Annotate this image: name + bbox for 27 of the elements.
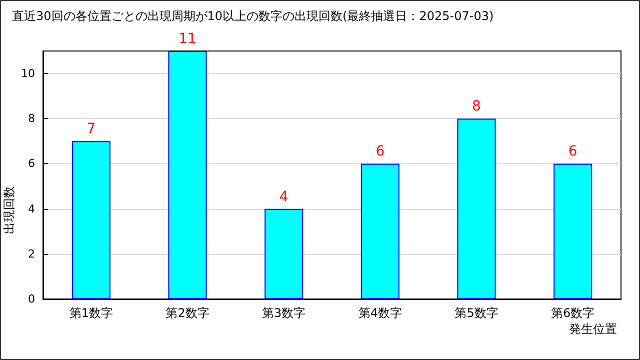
- x-tick-label: 第5数字: [454, 306, 498, 320]
- data-label: 8: [472, 98, 481, 115]
- y-tick-label: 2: [28, 247, 35, 260]
- data-label: 4: [279, 188, 288, 205]
- x-axis-title: 発生位置: [569, 322, 617, 336]
- bar: [360, 164, 400, 299]
- bar: [72, 141, 110, 299]
- bar: [264, 208, 304, 299]
- y-tick-label: 8: [28, 112, 35, 126]
- data-label: 11: [178, 31, 196, 47]
- bar: [168, 51, 207, 299]
- data-label: 7: [86, 121, 96, 138]
- chart-title: 直近30回の各位置ごとの出現周期が10以上の数字の出現回数(最終抽選日：2025-07-03): [12, 9, 494, 23]
- data-label: 6: [568, 144, 578, 160]
- x-tick-label: 第3数字: [262, 306, 306, 320]
- y-tick-label: 4: [28, 202, 35, 216]
- y-tick-label: 10: [21, 67, 35, 80]
- data-label: 6: [376, 144, 385, 160]
- bar: [554, 164, 592, 299]
- y-tick-label: 0: [28, 292, 35, 306]
- x-tick-label: 第4数字: [358, 306, 402, 320]
- x-tick-label: 第2数字: [166, 306, 210, 320]
- y-tick-label: 6: [28, 157, 35, 170]
- bar: [457, 118, 496, 299]
- y-axis-title: 出現回数: [2, 186, 16, 234]
- x-tick-label: 第6数字: [551, 306, 595, 320]
- x-tick-label: 第1数字: [69, 306, 113, 320]
